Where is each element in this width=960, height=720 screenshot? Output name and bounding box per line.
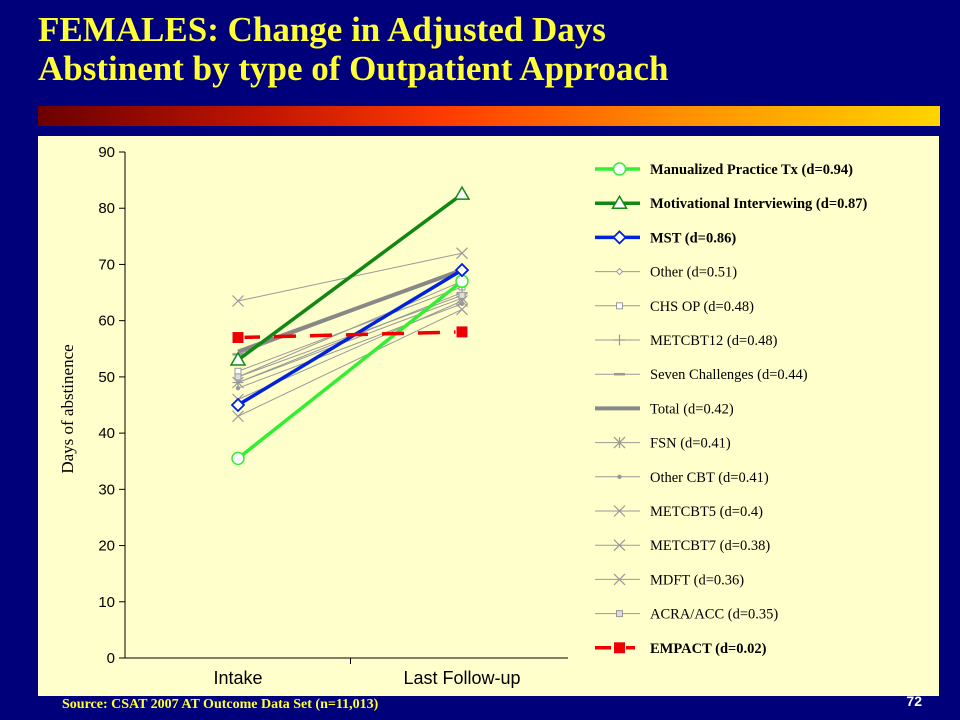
data-point-11-followup [456, 303, 468, 316]
legend-marker-5 [614, 334, 625, 346]
data-point-14-intake [231, 331, 245, 345]
legend-marker-13 [616, 610, 623, 618]
legend-marker-4 [616, 302, 623, 310]
legend-label-3: Other (d=0.51) [650, 265, 737, 281]
x-tick-label: Intake [213, 668, 262, 688]
data-point-9-intake [235, 385, 241, 391]
legend-marker-10 [613, 505, 626, 517]
legend-label-12: MDFT (d=0.36) [650, 572, 744, 588]
legend-label-5: METCBT12 (d=0.48) [650, 333, 778, 349]
line-chart: 0 10 20 30 40 50 60 70 80 90 Intake Last Follow-up D… [58, 144, 867, 688]
legend-marker-12 [613, 573, 626, 586]
y-tick-label: 10 [98, 594, 115, 611]
legend-label-9: Other CBT (d=0.41) [650, 470, 769, 486]
data-point-10-intake [232, 295, 244, 307]
data-point-13-followup [458, 291, 466, 299]
legend-marker-2 [612, 230, 627, 245]
legend-label-8: FSN (d=0.41) [650, 436, 731, 452]
y-tick-label: 80 [98, 200, 115, 217]
series-line-0 [236, 279, 464, 460]
legend-label-4: CHS OP (d=0.48) [650, 299, 754, 315]
legend-marker-8 [613, 436, 626, 449]
data-point-4-intake [234, 367, 242, 375]
title-line-2: Abstinent by type of Outpatient Approach [38, 49, 669, 88]
legend-label-6: Seven Challenges (d=0.44) [650, 367, 808, 383]
legend-label-1: Motivational Interviewing (d=0.87) [650, 196, 867, 212]
data-point-13-intake [234, 373, 242, 381]
slide-title: FEMALES: Change in Adjusted Days Abstine… [38, 10, 938, 88]
y-tick-label: 0 [107, 650, 115, 667]
data-point-14-followup [455, 325, 469, 339]
series-line-9 [237, 303, 463, 389]
legend-marker-0 [612, 162, 627, 176]
y-tick-label: 50 [98, 369, 115, 386]
y-tick-label: 30 [98, 481, 115, 498]
y-tick-label: 70 [98, 256, 115, 273]
data-point-2-followup [454, 262, 470, 278]
series-line-14 [237, 330, 463, 340]
legend-label-0: Manualized Practice Tx (d=0.94) [650, 162, 853, 178]
series-line-11 [237, 308, 463, 417]
data-point-0-intake [231, 451, 245, 466]
data-point-11-intake [232, 410, 244, 423]
legend-label-11: METCBT7 (d=0.38) [650, 538, 770, 554]
series-line-4 [237, 286, 463, 372]
x-tick-label: Last Follow-up [403, 668, 520, 688]
data-point-12-followup [456, 295, 468, 307]
y-tick-label: 90 [98, 144, 115, 161]
data-point-10-followup [456, 247, 468, 260]
legend-label-10: METCBT5 (d=0.4) [650, 504, 763, 520]
source-note: Source: CSAT 2007 AT Outcome Data Set (n… [62, 697, 379, 712]
y-tick-label: 40 [98, 425, 115, 442]
legend-marker-1 [611, 194, 628, 209]
legend-label-7: Total (d=0.42) [650, 401, 734, 417]
legend-label-13: ACRA/ACC (d=0.35) [650, 607, 778, 623]
legend-label-14: EMPACT (d=0.02) [650, 641, 767, 657]
legend-label-2: MST (d=0.86) [650, 230, 736, 246]
y-tick-label: 60 [98, 313, 115, 330]
y-tick-label: 20 [98, 538, 115, 555]
chart-panel: 0 10 20 30 40 50 60 70 80 90 Intake Last Follow-up D… [38, 136, 939, 696]
page-number: 72 [906, 693, 922, 709]
legend-marker-3 [615, 267, 624, 276]
title-line-1: FEMALES: Change in Adjusted Days [38, 10, 606, 49]
data-point-1-intake [229, 351, 247, 366]
series-line-1 [236, 192, 464, 362]
legend-marker-11 [613, 539, 626, 552]
legend-marker-14 [613, 641, 626, 655]
legend-marker-9 [617, 474, 622, 479]
y-axis-label: Days of abstinence [58, 344, 77, 473]
data-point-2-intake [230, 397, 246, 413]
series-line-2 [237, 268, 463, 407]
data-point-1-followup [453, 185, 471, 200]
title-accent-bar [38, 106, 940, 126]
